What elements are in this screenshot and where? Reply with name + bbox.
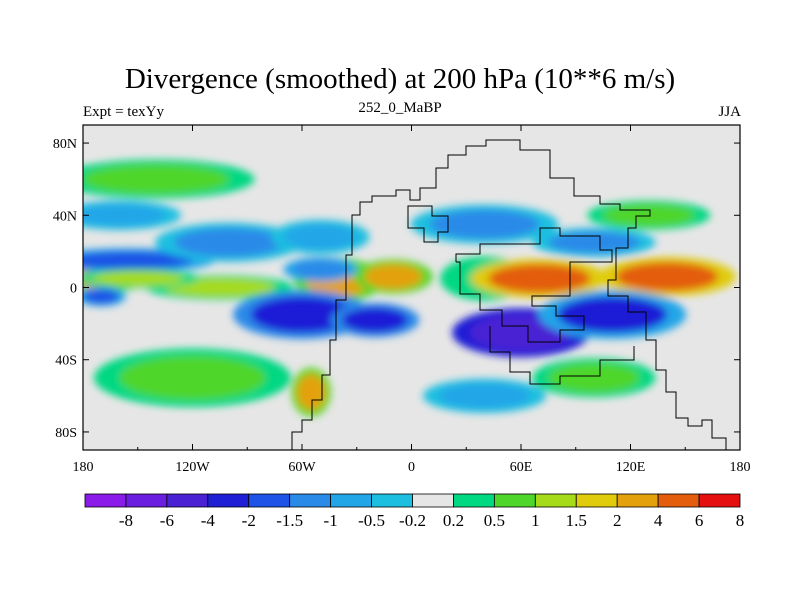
field-cell (364, 264, 423, 290)
colorbar-box (166, 493, 209, 508)
x-tick-label: 0 (408, 460, 415, 475)
coastline (291, 139, 727, 450)
colorbar-label: 0.5 (484, 511, 505, 530)
field-cell (83, 164, 229, 194)
coastline (407, 205, 449, 243)
colorbar-box (84, 493, 127, 508)
colorbar-label: 0.2 (443, 511, 464, 530)
colorbar-box (698, 493, 741, 508)
coastline (489, 326, 635, 385)
longitude-axis: 180 120W 60W 0 60E 120E 180 (73, 125, 751, 475)
field-cell (165, 278, 275, 297)
field-cell (83, 251, 193, 270)
field-cell (174, 227, 284, 257)
x-tick-label: 60W (288, 460, 316, 475)
x-tick-label: 120E (616, 460, 646, 475)
colorbar-label: -4 (201, 511, 216, 530)
y-tick-label: 40S (55, 354, 77, 369)
y-tick-label: 80N (53, 137, 77, 152)
experiment-label: Expt = texYy (83, 104, 164, 120)
field-cell (296, 374, 326, 411)
field-cell (429, 209, 540, 239)
colorbar-box (534, 493, 577, 508)
field-cell (92, 271, 184, 286)
y-tick-label: 80S (55, 426, 77, 441)
field-cell (283, 224, 357, 250)
colorbar-label: -0.2 (399, 511, 426, 530)
map-title: Divergence (smoothed) at 200 hPa (10**6 … (124, 63, 676, 95)
colorbar-box (371, 493, 413, 508)
colorbar-label: 6 (695, 511, 704, 530)
field-cell (615, 262, 719, 292)
field-cell (557, 296, 667, 333)
y-tick-label: 0 (70, 282, 77, 297)
colorbar-label: -1.5 (276, 511, 303, 530)
colorbar-label: 2 (613, 511, 622, 530)
y-tick-label: 40N (53, 209, 77, 224)
colorbar-box (207, 493, 250, 508)
x-tick-label: 60E (510, 460, 533, 475)
season-label: JJA (718, 104, 741, 120)
latitude-axis: 80N 40N 0 40S 80S (53, 137, 740, 441)
colorbar-box (412, 493, 454, 508)
divergence-field (83, 125, 740, 450)
colorbar-label: 1.5 (566, 511, 587, 530)
colorbar-box (493, 493, 536, 508)
x-tick-label: 180 (73, 460, 94, 475)
field-cell (83, 204, 166, 227)
x-tick-label: 120W (175, 460, 210, 475)
colorbar-box (657, 493, 700, 508)
colorbar-label: 4 (654, 511, 663, 530)
colorbar-box (575, 493, 618, 508)
colorbar-box (125, 493, 168, 508)
field-cell (342, 307, 408, 333)
colorbar-label: -8 (119, 511, 133, 530)
field-cell (438, 383, 531, 409)
colorbar-box (289, 493, 332, 508)
colorbar-label: 8 (736, 511, 745, 530)
colorbar-label: 1 (531, 511, 540, 530)
colorbar-label: -0.5 (358, 511, 385, 530)
field-cell (83, 289, 120, 304)
field-cell (548, 363, 640, 393)
coastline (455, 227, 613, 343)
colorbar-label: -6 (160, 511, 174, 530)
colorbar-label: -1 (324, 511, 338, 530)
colorbar-box (248, 493, 291, 508)
field-cell (119, 356, 266, 400)
colorbar-box (453, 493, 495, 508)
field-cell (250, 296, 354, 333)
field-cell (488, 264, 591, 293)
colorbar-box (330, 493, 372, 508)
x-tick-label: 180 (730, 460, 751, 475)
colorbar-box (616, 493, 659, 508)
colorbar-label: -2 (242, 511, 256, 530)
map-subtitle: 252_0_MaBP (358, 100, 442, 116)
field-cell (292, 260, 348, 279)
continent-outline (291, 139, 727, 450)
